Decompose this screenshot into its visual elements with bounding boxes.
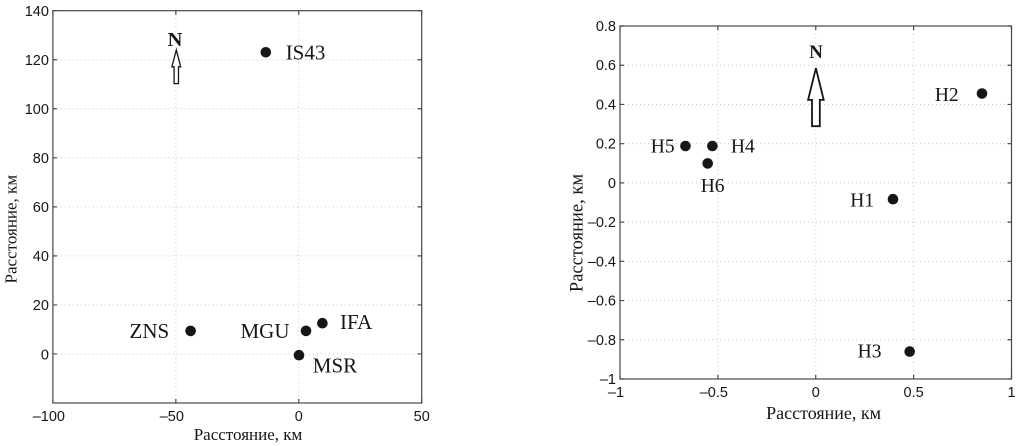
svg-text:80: 80 bbox=[33, 151, 49, 167]
svg-text:H5: H5 bbox=[651, 136, 675, 157]
svg-text:0.6: 0.6 bbox=[596, 58, 616, 74]
svg-text:H3: H3 bbox=[858, 342, 882, 363]
svg-text:40: 40 bbox=[33, 249, 49, 265]
svg-text:H1: H1 bbox=[850, 191, 874, 212]
svg-text:N: N bbox=[168, 29, 183, 51]
svg-text:–100: –100 bbox=[33, 409, 65, 425]
svg-text:50: 50 bbox=[414, 409, 430, 425]
svg-text:H6: H6 bbox=[701, 176, 725, 197]
svg-text:–0.5: –0.5 bbox=[700, 385, 728, 401]
svg-text:20: 20 bbox=[33, 298, 49, 314]
svg-text:Расстояние, км: Расстояние, км bbox=[766, 403, 881, 423]
svg-text:Расстояние, км: Расстояние, км bbox=[194, 425, 303, 444]
svg-text:100: 100 bbox=[25, 102, 49, 118]
svg-text:0.5: 0.5 bbox=[904, 385, 924, 401]
svg-text:140: 140 bbox=[25, 4, 49, 20]
svg-text:H2: H2 bbox=[935, 85, 959, 106]
svg-text:–0.2: –0.2 bbox=[588, 215, 616, 231]
svg-text:H4: H4 bbox=[731, 136, 755, 157]
svg-text:–1: –1 bbox=[608, 385, 624, 401]
svg-text:0.4: 0.4 bbox=[596, 97, 616, 113]
svg-text:Расстояние, км: Расстояние, км bbox=[2, 175, 21, 284]
svg-text:Расстояние, км: Расстояние, км bbox=[567, 174, 587, 292]
svg-text:–0.4: –0.4 bbox=[588, 254, 616, 270]
svg-text:0: 0 bbox=[295, 409, 303, 425]
svg-text:IFA: IFA bbox=[340, 310, 373, 334]
svg-text:–0.6: –0.6 bbox=[588, 294, 616, 310]
svg-text:0: 0 bbox=[41, 347, 49, 363]
svg-text:0: 0 bbox=[812, 385, 820, 401]
svg-text:ZNS: ZNS bbox=[130, 319, 170, 343]
svg-text:0.8: 0.8 bbox=[596, 19, 616, 35]
svg-text:1: 1 bbox=[1007, 385, 1015, 401]
svg-text:–50: –50 bbox=[160, 409, 184, 425]
svg-text:0: 0 bbox=[608, 176, 616, 192]
svg-text:MSR: MSR bbox=[313, 354, 357, 378]
svg-text:0.2: 0.2 bbox=[596, 137, 616, 153]
svg-text:N: N bbox=[809, 42, 823, 63]
svg-text:–1: –1 bbox=[600, 372, 616, 388]
svg-text:60: 60 bbox=[33, 200, 49, 216]
svg-text:–0.8: –0.8 bbox=[588, 333, 616, 349]
svg-text:120: 120 bbox=[25, 53, 49, 69]
svg-text:IS43: IS43 bbox=[286, 40, 326, 64]
svg-text:MGU: MGU bbox=[240, 319, 289, 343]
